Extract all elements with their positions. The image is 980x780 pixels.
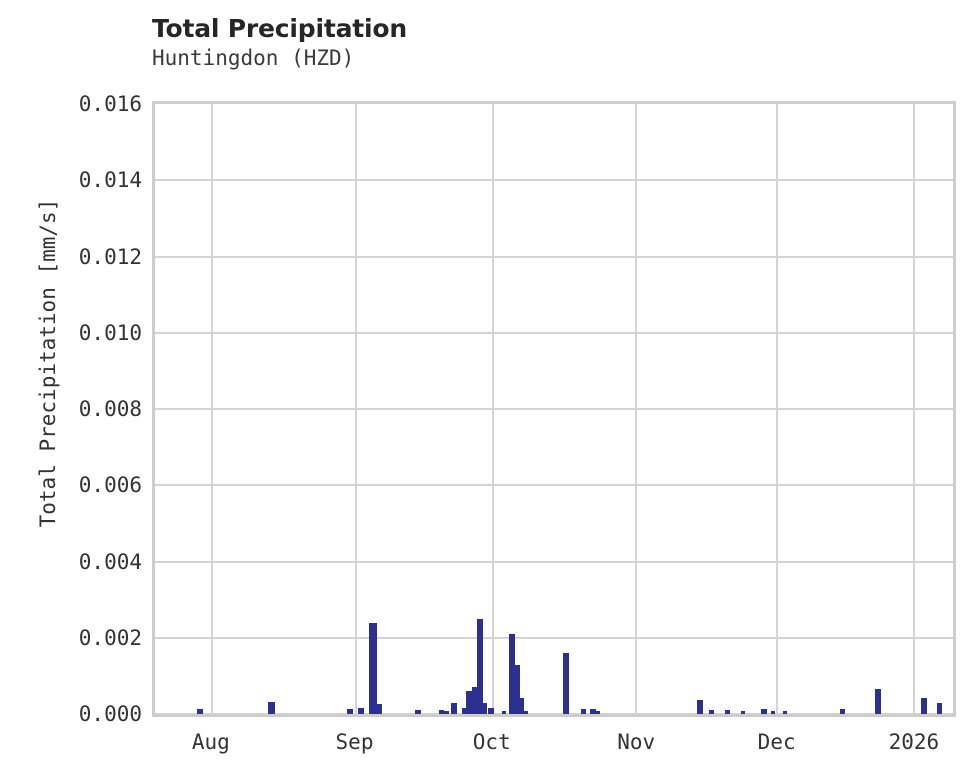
bar	[502, 711, 507, 714]
bar	[482, 702, 488, 714]
bar	[515, 665, 521, 714]
bar	[589, 709, 596, 714]
x-axis-tick-label: 2026	[888, 730, 940, 754]
bar	[761, 708, 768, 714]
x-axis-tick-label: Dec	[757, 730, 796, 754]
bar	[476, 618, 483, 714]
bar	[465, 691, 472, 714]
gridline-horizontal	[155, 636, 953, 639]
bar	[580, 708, 586, 714]
y-axis-tick-label: 0.012	[78, 244, 142, 269]
chart-header: Total Precipitation Huntingdon (HZD)	[152, 14, 852, 72]
gridline-horizontal	[155, 560, 953, 563]
y-axis-tick-label: 0.016	[78, 92, 142, 116]
bar	[708, 710, 714, 714]
x-axis-tick-labels: Aug Sep Oct Nov Dec 2026	[0, 730, 980, 760]
bar	[369, 622, 378, 714]
y-axis-tick-label: 0.002	[78, 625, 142, 650]
bar	[696, 699, 703, 714]
x-axis-tick-label: Oct	[472, 730, 511, 754]
bar	[346, 709, 353, 714]
gridline-horizontal	[155, 331, 953, 334]
gridline-horizontal	[155, 408, 953, 410]
y-axis-tick-label: 0.010	[78, 320, 142, 345]
bar	[358, 707, 365, 714]
bar	[839, 708, 845, 714]
bar	[937, 702, 943, 714]
bar	[740, 710, 745, 714]
bar	[594, 711, 600, 714]
bar	[724, 710, 730, 714]
bar	[874, 689, 881, 714]
plot-area	[152, 101, 956, 717]
gridline-horizontal	[155, 179, 953, 182]
y-axis-tick-label: 0.006	[78, 473, 142, 498]
chart-subtitle: Huntingdon (HZD)	[152, 46, 355, 70]
bar	[487, 707, 494, 714]
gridline-vertical	[913, 104, 916, 714]
x-axis-tick-label: Aug	[191, 730, 230, 754]
gridline-vertical	[491, 104, 494, 714]
bar	[268, 701, 276, 714]
bar	[461, 708, 468, 714]
bar	[520, 697, 525, 714]
gridline-vertical	[354, 104, 357, 714]
bar	[377, 704, 383, 714]
gridline-vertical	[776, 104, 779, 714]
y-axis-tick-label: 0.004	[78, 549, 142, 574]
bar	[783, 711, 788, 714]
bar	[524, 710, 529, 714]
y-axis-tick-label: 0.008	[78, 397, 142, 421]
bar	[415, 709, 422, 714]
gridline-horizontal	[155, 484, 953, 487]
y-axis-tick-label: 0.014	[78, 168, 142, 193]
bar	[438, 709, 444, 714]
bar	[471, 687, 478, 714]
plot-canvas	[155, 104, 953, 714]
x-axis-tick-label: Nov	[617, 730, 656, 754]
gridline-vertical	[635, 104, 638, 714]
page-title: Total Precipitation	[152, 14, 407, 43]
bar	[509, 633, 516, 714]
bar	[443, 710, 449, 714]
bar	[562, 653, 569, 714]
gridline-horizontal	[155, 255, 953, 258]
bar	[196, 709, 203, 714]
gridline-vertical	[210, 104, 213, 714]
bar	[921, 697, 928, 714]
bar	[450, 703, 457, 714]
x-axis-tick-label: Sep	[335, 730, 374, 754]
y-axis-tick-label: 0.000	[78, 702, 142, 726]
bar	[771, 710, 776, 714]
gridline-horizontal	[155, 713, 953, 714]
y-axis-tick-labels: 0.016 0.014 0.012 0.010 0.008 0.006 0.004 0.002…	[0, 0, 142, 780]
